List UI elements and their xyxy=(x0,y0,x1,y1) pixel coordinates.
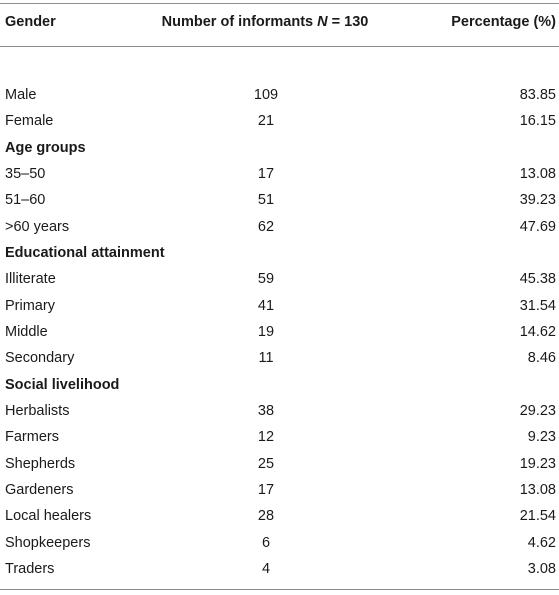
header-number-suffix: = 130 xyxy=(327,14,369,30)
row-percentage: 47.69 xyxy=(519,218,556,235)
row-count: 28 xyxy=(257,508,275,525)
table-row: >60 years 62 47.69 xyxy=(0,214,559,240)
table-row: Illiterate 59 45.38 xyxy=(0,266,559,292)
row-count: 19 xyxy=(257,323,275,340)
row-label: Gardeners xyxy=(5,481,74,498)
row-label: Primary xyxy=(5,297,55,314)
table-row: Herbalists 38 29.23 xyxy=(0,398,559,424)
row-count: 12 xyxy=(257,429,275,446)
table-row: Male 109 83.85 xyxy=(0,82,559,108)
row-percentage: 13.08 xyxy=(519,165,556,182)
row-label: Female xyxy=(5,113,54,130)
row-percentage: 31.54 xyxy=(519,297,556,314)
row-percentage: 39.23 xyxy=(519,192,556,209)
section-label: Age groups xyxy=(5,139,86,156)
row-label: Illiterate xyxy=(5,271,56,288)
row-percentage: 29.23 xyxy=(519,402,556,419)
table-row: Farmers 12 9.23 xyxy=(0,424,559,450)
section-label: Educational attainment xyxy=(5,244,165,261)
table-header-row: Gender Number of informants N = 130 Perc… xyxy=(0,8,559,36)
table-row: Middle 19 14.62 xyxy=(0,319,559,345)
table-bottom-rule xyxy=(0,589,559,590)
row-count: 17 xyxy=(257,481,275,498)
section-label: Social livelihood xyxy=(5,376,120,393)
table-row: Primary 41 31.54 xyxy=(0,293,559,319)
header-percentage: Percentage (%) xyxy=(451,14,556,30)
row-count: 6 xyxy=(261,534,271,551)
row-count: 38 xyxy=(257,402,275,419)
row-label: 51–60 xyxy=(5,192,46,209)
row-label: >60 years xyxy=(5,218,70,235)
row-percentage: 16.15 xyxy=(519,113,556,130)
row-count: 11 xyxy=(258,350,274,367)
row-percentage: 8.46 xyxy=(527,350,556,367)
row-count: 62 xyxy=(257,218,275,235)
row-percentage: 21.54 xyxy=(519,508,556,525)
table-header-rule xyxy=(0,46,559,47)
row-label: Local healers xyxy=(5,508,92,525)
row-percentage: 3.08 xyxy=(527,560,556,577)
section-header-row: Age groups xyxy=(0,135,559,161)
row-label: Male xyxy=(5,87,37,103)
row-percentage: 4.62 xyxy=(527,534,556,551)
table-row: Shopkeepers 6 4.62 xyxy=(0,530,559,556)
table-row: Female 21 16.15 xyxy=(0,108,559,134)
table-row: Shepherds 25 19.23 xyxy=(0,451,559,477)
row-count: 4 xyxy=(261,560,271,577)
section-header-row: Educational attainment xyxy=(0,240,559,266)
table-row: Secondary 11 8.46 xyxy=(0,345,559,371)
row-label: Shopkeepers xyxy=(5,534,91,551)
row-count: 25 xyxy=(257,455,275,472)
row-count: 17 xyxy=(257,165,275,182)
table-row: Local healers 28 21.54 xyxy=(0,503,559,529)
row-percentage: 83.85 xyxy=(519,87,556,103)
header-number-prefix: Number of informants xyxy=(161,14,318,30)
row-label: Farmers xyxy=(5,429,59,446)
row-label: Herbalists xyxy=(5,402,70,419)
header-gender: Gender xyxy=(5,14,56,30)
row-label: Shepherds xyxy=(5,455,76,472)
row-count: 41 xyxy=(257,297,275,314)
section-header-row: Social livelihood xyxy=(0,372,559,398)
row-label: Traders xyxy=(5,560,55,577)
table-top-rule xyxy=(0,3,559,4)
header-number-of-informants: Number of informants N = 130 xyxy=(147,8,383,36)
row-count: 109 xyxy=(253,87,279,103)
row-percentage: 9.23 xyxy=(527,429,556,446)
header-number-variable: N xyxy=(317,14,328,30)
table-row: Traders 4 3.08 xyxy=(0,556,559,582)
table-row: Gardeners 17 13.08 xyxy=(0,477,559,503)
row-percentage: 14.62 xyxy=(519,323,556,340)
table-row: 51–60 51 39.23 xyxy=(0,187,559,213)
row-count: 21 xyxy=(257,113,275,130)
row-percentage: 19.23 xyxy=(519,455,556,472)
table-row: 35–50 17 13.08 xyxy=(0,161,559,187)
row-percentage: 13.08 xyxy=(519,481,556,498)
row-count: 51 xyxy=(257,192,275,209)
row-label: Secondary xyxy=(5,350,75,367)
row-percentage: 45.38 xyxy=(519,271,556,288)
row-count: 59 xyxy=(257,271,275,288)
row-label: 35–50 xyxy=(5,165,46,182)
row-label: Middle xyxy=(5,323,48,340)
